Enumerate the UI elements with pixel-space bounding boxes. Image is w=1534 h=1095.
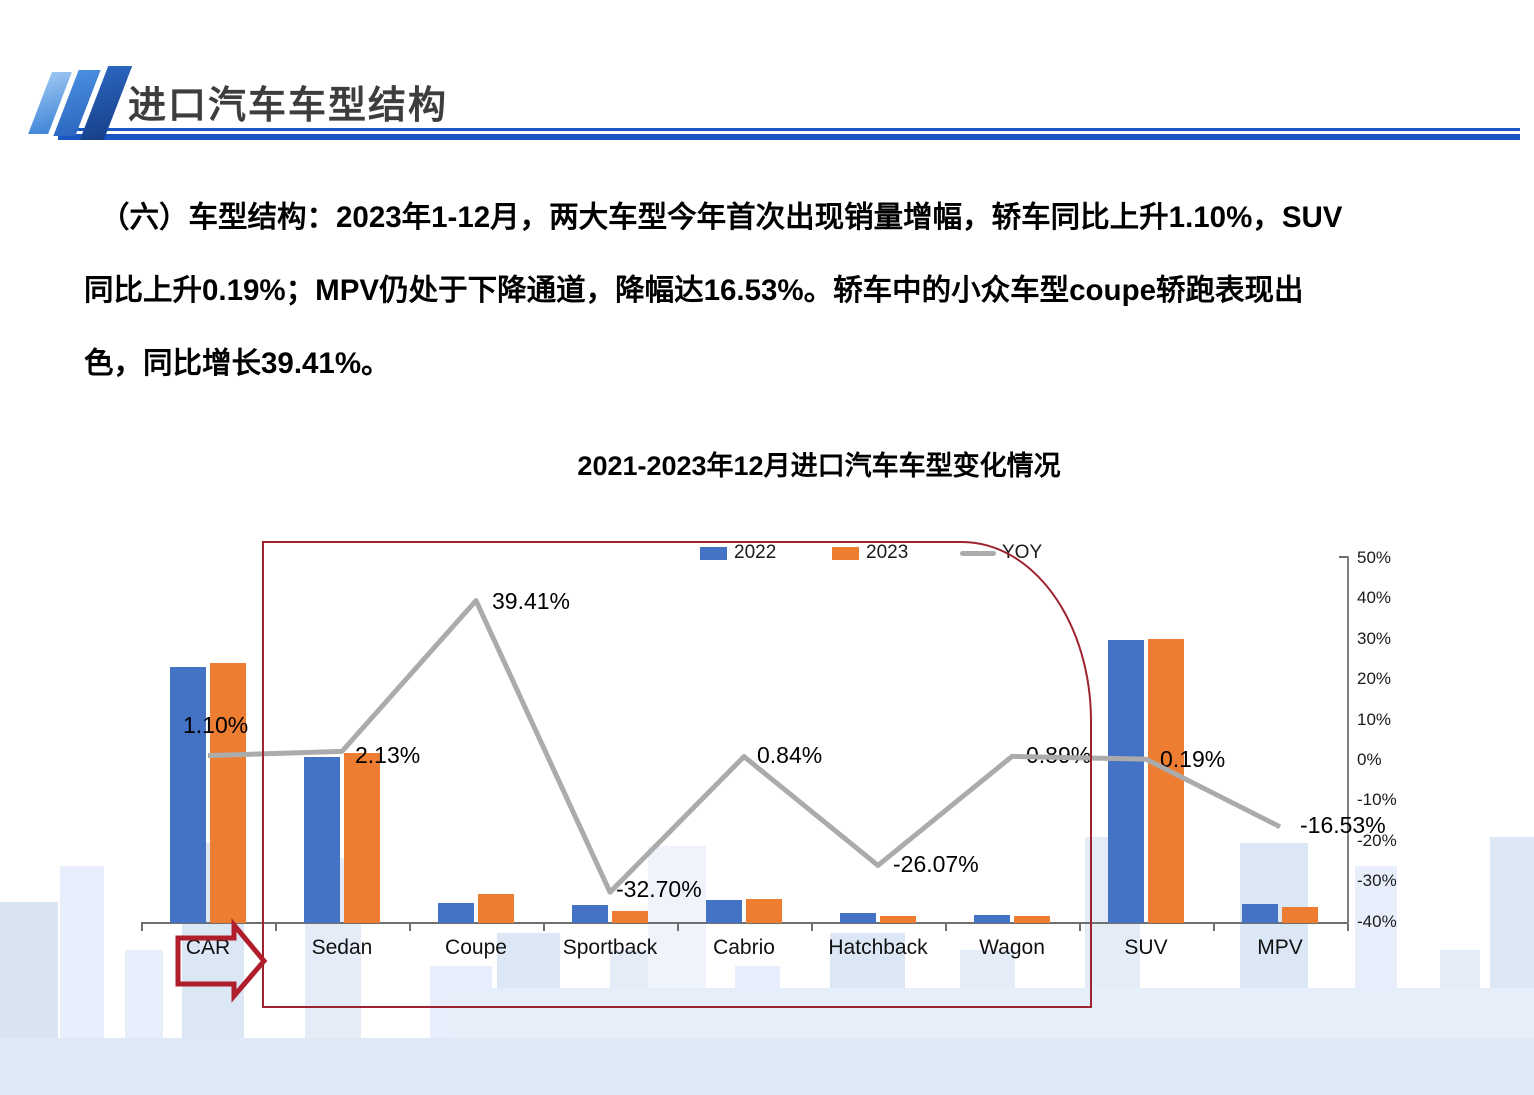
right-axis-tick-label: 10% bbox=[1357, 709, 1392, 729]
yoy-data-label: 39.41% bbox=[492, 588, 571, 614]
bar-2022-suv bbox=[1108, 640, 1144, 923]
chart-title: 2021-2023年12月进口汽车车型变化情况 bbox=[577, 451, 1061, 481]
bar-2023-cabrio bbox=[746, 898, 782, 923]
yoy-data-label: 1.10% bbox=[183, 712, 249, 738]
page-title: 进口汽车车型结构 bbox=[128, 85, 449, 127]
logo-slashes-icon bbox=[28, 64, 144, 142]
x-axis-tick bbox=[811, 923, 813, 931]
yoy-data-label: -16.53% bbox=[1300, 812, 1386, 838]
x-axis-tick bbox=[945, 923, 947, 931]
category-label-suv: SUV bbox=[1124, 936, 1168, 959]
bar-2023-hatchback bbox=[880, 915, 916, 923]
legend-label-2023: 2023 bbox=[866, 542, 909, 563]
bar-2023-mpv bbox=[1282, 907, 1318, 923]
right-axis-tick-label: -20% bbox=[1357, 830, 1397, 850]
legend-swatch-2022 bbox=[700, 547, 727, 560]
right-axis-tick-label: -10% bbox=[1357, 790, 1397, 810]
yoy-data-label: 0.19% bbox=[1160, 746, 1226, 772]
right-axis-tick-label: -30% bbox=[1357, 871, 1397, 891]
bar-2022-mpv bbox=[1242, 903, 1278, 923]
x-axis-line bbox=[141, 922, 1348, 924]
bar-2023-suv bbox=[1148, 639, 1184, 923]
header-underline-thin bbox=[58, 128, 1520, 131]
yoy-data-label: 2.13% bbox=[355, 742, 421, 768]
x-axis-tick bbox=[1347, 923, 1349, 931]
legend-label-2022: 2022 bbox=[734, 542, 777, 563]
body-paragraph: （六）车型结构：2023年1-12月，两大车型今年首次出现销量增幅，轿车同比上升… bbox=[84, 181, 1489, 400]
header-underline-thick bbox=[58, 134, 1520, 140]
category-label-coupe: Coupe bbox=[445, 936, 507, 959]
right-axis-tick-label: -40% bbox=[1357, 911, 1397, 931]
skyline-block bbox=[0, 1038, 1534, 1095]
right-axis-tick-label: 20% bbox=[1357, 669, 1392, 689]
bar-2022-coupe bbox=[438, 903, 474, 923]
x-axis-tick bbox=[1213, 923, 1215, 931]
bar-2022-cabrio bbox=[706, 899, 742, 923]
bar-2023-coupe bbox=[478, 894, 514, 923]
x-axis-tick bbox=[677, 923, 679, 931]
category-label-cabrio: Cabrio bbox=[713, 936, 775, 959]
bar-2023-sportback bbox=[612, 911, 648, 923]
right-axis-tick-label: 30% bbox=[1357, 628, 1392, 648]
right-axis-line bbox=[1347, 556, 1349, 924]
bar-2022-sportback bbox=[572, 905, 608, 923]
highlight-box bbox=[262, 541, 1092, 1008]
right-axis-tick-label: 40% bbox=[1357, 588, 1392, 608]
x-axis-tick bbox=[543, 923, 545, 931]
x-axis-tick bbox=[141, 923, 143, 931]
x-axis-tick bbox=[409, 923, 411, 931]
category-label-sportback: Sportback bbox=[562, 936, 658, 959]
bar-2022-car bbox=[170, 667, 206, 923]
category-label-hatchback: Hatchback bbox=[828, 936, 928, 959]
category-label-car: CAR bbox=[185, 936, 231, 959]
paragraph-line: （六）车型结构：2023年1-12月，两大车型今年首次出现销量增幅，轿车同比上升… bbox=[100, 201, 1343, 234]
paragraph-line: 同比上升0.19%；MPV仍处于下降通道，降幅达16.53%。轿车中的小众车型c… bbox=[84, 274, 1304, 307]
right-axis-tick-label: 50% bbox=[1357, 547, 1392, 567]
bar-2023-car bbox=[210, 663, 246, 923]
yoy-polyline bbox=[207, 598, 1282, 895]
yoy-data-label: -32.70% bbox=[616, 876, 702, 902]
category-label-mpv: MPV bbox=[1257, 936, 1303, 959]
legend-swatch-2023 bbox=[832, 547, 859, 560]
yoy-data-label: 0.84% bbox=[757, 742, 823, 768]
right-axis-tick bbox=[1339, 556, 1347, 558]
yoy-data-label: -26.07% bbox=[893, 851, 979, 877]
right-axis-tick-label: 0% bbox=[1357, 750, 1382, 769]
bar-2022-hatchback bbox=[840, 913, 876, 923]
paragraph-line: 色，同比增长39.41%。 bbox=[84, 347, 391, 380]
